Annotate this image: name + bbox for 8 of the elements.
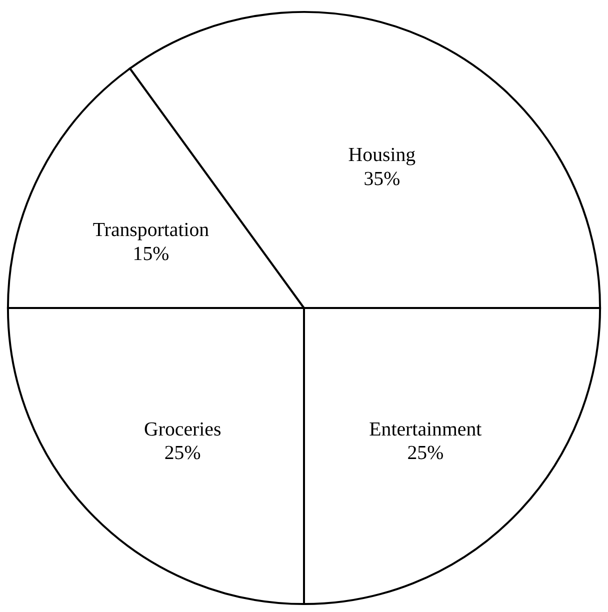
slice-label: Housing [348, 144, 416, 166]
data-label: 25% [407, 442, 444, 464]
slice-label: Entertainment [369, 418, 482, 440]
data-label: 15% [132, 242, 170, 265]
slice-label: Groceries [144, 418, 222, 440]
slice-label: Transportation [92, 219, 210, 242]
data-label: 25% [164, 442, 201, 464]
data-label: 35% [364, 168, 400, 190]
